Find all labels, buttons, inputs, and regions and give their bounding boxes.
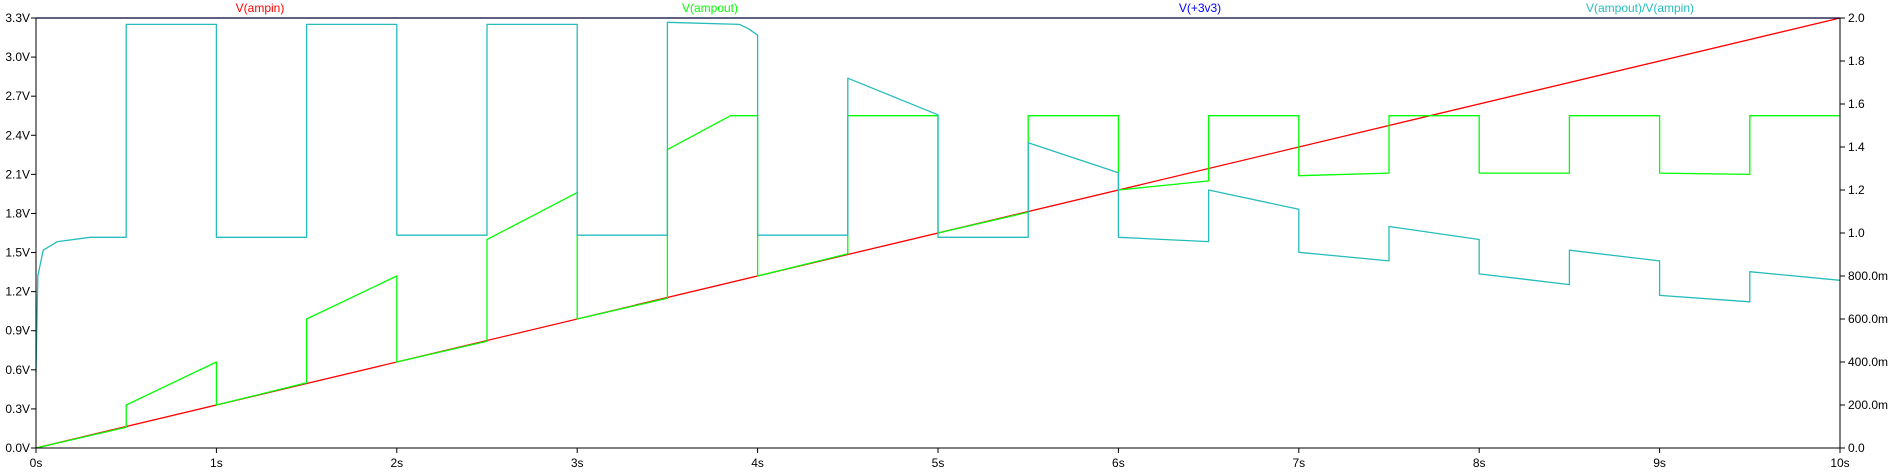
y-right-tick-label: 200.0m	[1848, 398, 1888, 412]
y-left-tick-label: 2.4V	[5, 128, 30, 142]
y-left-tick-label: 0.3V	[5, 402, 30, 416]
y-right-tick-label: 1.2	[1848, 183, 1865, 197]
y-left-tick-label: 0.9V	[5, 324, 30, 338]
trace-label-2[interactable]: V(+3v3)	[1179, 1, 1221, 15]
y-right-tick-label: 2.0	[1848, 11, 1865, 25]
y-left-tick-label: 3.3V	[5, 11, 30, 25]
y-right-tick-label: 0.0	[1848, 441, 1865, 455]
left-y-axis: 0.0V 0.3V 0.6V 0.9V 1.2V 1.5V 1.8V 2.1V 2.4V 2.7V…	[5, 11, 36, 455]
trace-3	[35, 21, 1841, 373]
y-left-tick-label: 0.6V	[5, 363, 30, 377]
x-axis: 0s 1s 2s 3s 4s 5s 6s 7s 8s 9s 10s	[30, 448, 1850, 470]
y-left-tick-label: 1.8V	[5, 206, 30, 220]
y-left-tick-label: 1.5V	[5, 246, 30, 260]
x-tick-label: 0s	[30, 456, 43, 470]
y-right-tick-label: 1.4	[1848, 140, 1865, 154]
y-right-tick-label: 1.0	[1848, 226, 1865, 240]
x-tick-label: 1s	[210, 456, 223, 470]
y-left-tick-label: 2.1V	[5, 167, 30, 181]
x-tick-label: 2s	[390, 456, 403, 470]
y-left-tick-label: 0.0V	[5, 441, 30, 455]
right-y-axis: 0.0 200.0m 400.0m 600.0m 800.0m 1.0 1.2 1.4 1.6 1…	[1840, 11, 1888, 455]
x-tick-label: 3s	[571, 456, 584, 470]
y-right-tick-label: 800.0m	[1848, 269, 1888, 283]
x-tick-label: 8s	[1473, 456, 1486, 470]
x-tick-label: 4s	[751, 456, 764, 470]
trace-label-0[interactable]: V(ampin)	[236, 1, 285, 15]
y-right-tick-label: 1.6	[1848, 97, 1865, 111]
y-left-tick-label: 1.2V	[5, 285, 30, 299]
y-right-tick-label: 1.8	[1848, 54, 1865, 68]
trace-labels: V(ampin) V(ampout) V(+3v3) V(ampout)/V(ampi…	[236, 1, 1694, 15]
trace-label-3[interactable]: V(ampout)/V(ampin)	[1586, 1, 1694, 15]
x-tick-label: 7s	[1292, 456, 1305, 470]
x-tick-label: 9s	[1653, 456, 1666, 470]
x-tick-label: 6s	[1112, 456, 1125, 470]
y-left-tick-label: 3.0V	[5, 50, 30, 64]
trace-label-1[interactable]: V(ampout)	[682, 1, 738, 15]
y-right-tick-label: 600.0m	[1848, 312, 1888, 326]
x-tick-label: 5s	[932, 456, 945, 470]
x-tick-label: 10s	[1830, 456, 1849, 470]
y-left-tick-label: 2.7V	[5, 89, 30, 103]
y-right-tick-label: 400.0m	[1848, 355, 1888, 369]
